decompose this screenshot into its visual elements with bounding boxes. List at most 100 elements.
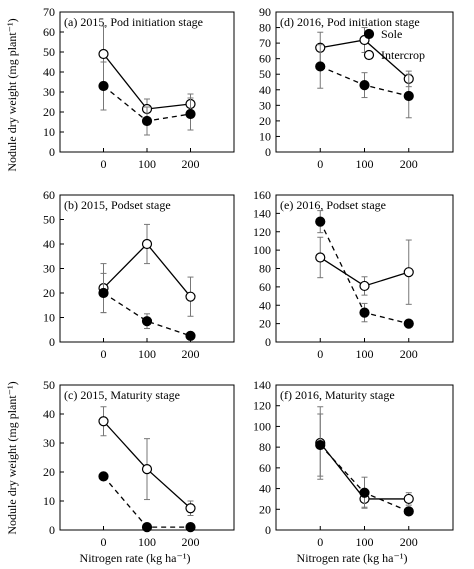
panel-d-ytick-label: 70 xyxy=(259,36,271,50)
panel-e-ytick-label: 140 xyxy=(253,206,271,220)
panel-a-sole-point xyxy=(141,115,153,127)
panel-a-ytick-label: 30 xyxy=(43,85,55,99)
panel-a-intercrop-point xyxy=(98,48,109,60)
panel-e-ytick-label: 40 xyxy=(259,298,271,312)
panel-e-ytick-label: 20 xyxy=(259,317,271,331)
panel-a-xtick-label: 100 xyxy=(138,157,156,171)
panel-f-ytick-label: 40 xyxy=(259,482,271,496)
panel-a-ytick-label: 50 xyxy=(43,45,55,59)
panel-c-intercrop-point xyxy=(98,416,109,427)
x-axis-label-right: Nitrogen rate (kg ha⁻¹) xyxy=(297,551,408,565)
panel-b-intercrop-point xyxy=(185,291,196,302)
panel-a-sole-point xyxy=(185,108,196,120)
panel-b-xtick-label: 0 xyxy=(101,347,107,361)
panel-a-xtick-label: 200 xyxy=(182,157,200,171)
panel-e-ytick-label: 80 xyxy=(259,262,271,276)
panel-b: 0 10 20 30 40 50 60 0 100 200 (b) 2015, Podset sta… xyxy=(43,188,235,361)
panel-d-sole-point xyxy=(315,61,326,72)
panel-b-title: (b) 2015, Podset stage xyxy=(64,198,171,212)
panel-a-ytick-label: 0 xyxy=(49,145,55,159)
panel-c-ytick-label: 50 xyxy=(43,378,55,392)
panel-b-ytick-label: 40 xyxy=(43,237,55,251)
panel-d-xtick-label: 200 xyxy=(400,157,418,171)
panel-c-ytick-label: 10 xyxy=(43,494,55,508)
panel-b-ytick-label: 50 xyxy=(43,213,55,227)
panel-e-ytick-label: 60 xyxy=(259,280,271,294)
panel-d-sole-point xyxy=(403,90,414,102)
panel-b-ytick-label: 30 xyxy=(43,262,55,276)
panel-e-xtick-label: 200 xyxy=(400,347,418,361)
panel-d-xtick-label: 100 xyxy=(356,157,374,171)
panel-b-ytick-label: 60 xyxy=(43,188,55,202)
panel-a-sole-point xyxy=(98,80,109,92)
panel-b-xtick-label: 200 xyxy=(182,347,200,361)
panel-f-ytick-label: 20 xyxy=(259,502,271,516)
panel-c-ytick-label: 30 xyxy=(43,436,55,450)
panel-f-ytick-label: 120 xyxy=(253,399,271,413)
panel-c-intercrop-point xyxy=(185,503,196,514)
panel-d-ytick-label: 30 xyxy=(259,98,271,112)
panel-f-xtick-label: 100 xyxy=(356,535,374,549)
panel-d-ytick-label: 60 xyxy=(259,52,271,66)
panel-b-ytick-label: 20 xyxy=(43,286,55,300)
panel-e: 0 20 40 60 80 100 120 140 160 0 100 200 (e) 2016, Po… xyxy=(253,188,454,361)
panel-f-xtick-label: 0 xyxy=(317,535,323,549)
panel-c-sole-point xyxy=(185,521,196,533)
panel-a: 0 10 20 30 40 50 60 70 0 100 200 (a) 2015, Pod init… xyxy=(43,5,235,171)
panel-d-ytick-label: 20 xyxy=(259,114,271,128)
panel-d-xtick-label: 0 xyxy=(317,157,323,171)
panel-f-title: (f) 2016, Maturity stage xyxy=(280,388,395,402)
panel-e-ytick-label: 100 xyxy=(253,243,271,257)
panel-f-ytick-label: 80 xyxy=(259,440,271,454)
panel-e-ytick-label: 0 xyxy=(265,335,271,349)
panel-d-ytick-label: 50 xyxy=(259,67,271,81)
panel-b-sole-point xyxy=(141,316,153,327)
panel-d-title: (d) 2016, Pod initiation stage xyxy=(280,15,420,29)
panel-b-xtick-label: 100 xyxy=(138,347,156,361)
panel-d-ytick-label: 90 xyxy=(259,5,271,19)
panel-c-ytick-label: 20 xyxy=(43,465,55,479)
x-axis-label-left: Nitrogen rate (kg ha⁻¹) xyxy=(80,551,191,565)
panel-c-ytick-label: 40 xyxy=(43,407,55,421)
panel-a-ytick-label: 70 xyxy=(43,5,55,19)
y-axis-label-top: Nodule dry weight (mg plant⁻¹) xyxy=(5,18,19,171)
panel-e-xtick-label: 100 xyxy=(356,347,374,361)
panel-c-intercrop-point xyxy=(141,464,153,475)
panel-b-sole-point xyxy=(98,287,109,299)
panel-b-intercrop-point xyxy=(141,238,153,250)
panel-b-sole-line xyxy=(103,292,191,337)
panel-e-title: (e) 2016, Podset stage xyxy=(280,198,386,212)
panel-f-sole-point xyxy=(359,487,370,498)
panel-c-xtick-label: 100 xyxy=(138,535,156,549)
panel-e-sole-point xyxy=(403,318,414,329)
panel-b-sole-point xyxy=(185,330,196,341)
panel-d-sole-point xyxy=(359,80,370,91)
panel-f-xtick-label: 200 xyxy=(400,535,418,549)
panel-f-intercrop-point xyxy=(403,493,414,505)
panel-a-xtick-label: 0 xyxy=(101,157,107,171)
panel-f-sole-point xyxy=(315,439,326,451)
panel-f-ytick-label: 60 xyxy=(259,461,271,475)
panel-c: 0 10 20 30 40 50 0 100 200 (c) 2015, Maturity sta… xyxy=(43,378,235,549)
panel-c-sole-point xyxy=(98,471,109,482)
panel-c-sole-point xyxy=(141,521,153,533)
legend-label-sole: Sole xyxy=(381,27,402,41)
panel-a-ytick-label: 10 xyxy=(43,125,55,139)
panel-a-ytick-label: 60 xyxy=(43,25,55,39)
panel-f-ytick-label: 100 xyxy=(253,419,271,433)
panel-d-ytick-label: 80 xyxy=(259,21,271,35)
legend: Sole Intercrop xyxy=(363,27,425,62)
panel-f-ytick-label: 140 xyxy=(253,378,271,392)
legend-marker-intercrop xyxy=(363,49,375,61)
panel-d-ytick-label: 10 xyxy=(259,129,271,143)
panel-e-sole-point xyxy=(315,216,326,227)
legend-label-intercrop: Intercrop xyxy=(381,48,425,62)
panel-f-sole-point xyxy=(403,506,414,517)
panel-e-intercrop-point xyxy=(359,280,370,292)
panel-b-ytick-label: 10 xyxy=(43,311,55,325)
panel-f: 0 20 40 60 80 100 120 140 0 100 200 (f) 2016, Matur… xyxy=(253,378,454,549)
panel-b-ytick-label: 0 xyxy=(49,335,55,349)
panel-a-ytick-label: 20 xyxy=(43,105,55,119)
